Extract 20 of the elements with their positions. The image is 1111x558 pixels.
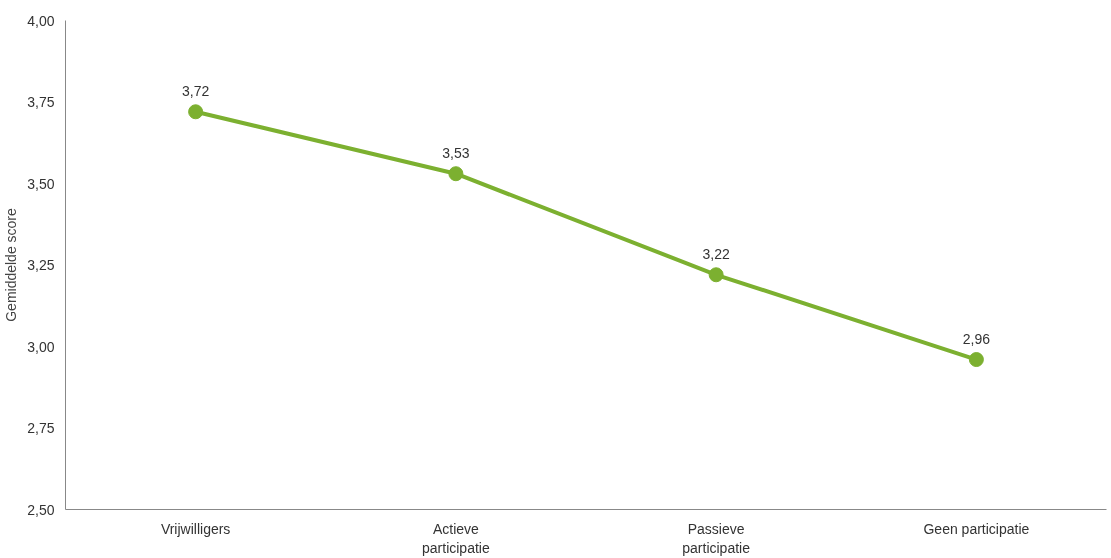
data-label: 3,53 <box>442 144 470 161</box>
point <box>188 104 204 120</box>
data-label: 2,96 <box>962 330 991 347</box>
point <box>968 352 984 368</box>
x-tick-label: Geen participatie <box>923 520 1030 537</box>
y-tick-label: 2,75 <box>27 420 55 436</box>
x-tick-label: Vrijwilligers <box>160 520 231 537</box>
y-tick-label: 3,75 <box>27 94 55 110</box>
y-axis-title: Gemiddelde score <box>3 207 20 322</box>
point <box>708 267 724 283</box>
y-tick-label: 3,50 <box>27 175 55 192</box>
data-label: 3,22 <box>702 245 730 262</box>
data-label: 3,72 <box>182 82 210 99</box>
y-tick-label: 4,00 <box>27 12 55 29</box>
y-tick-label: 3,00 <box>27 338 55 355</box>
x-tick-label: Passieve participatie <box>682 520 751 556</box>
x-tick-label: Actieve participatie <box>422 520 490 556</box>
point <box>448 166 464 182</box>
y-tick-label: 3,25 <box>27 257 55 273</box>
y-tick-label: 2,50 <box>27 501 55 518</box>
